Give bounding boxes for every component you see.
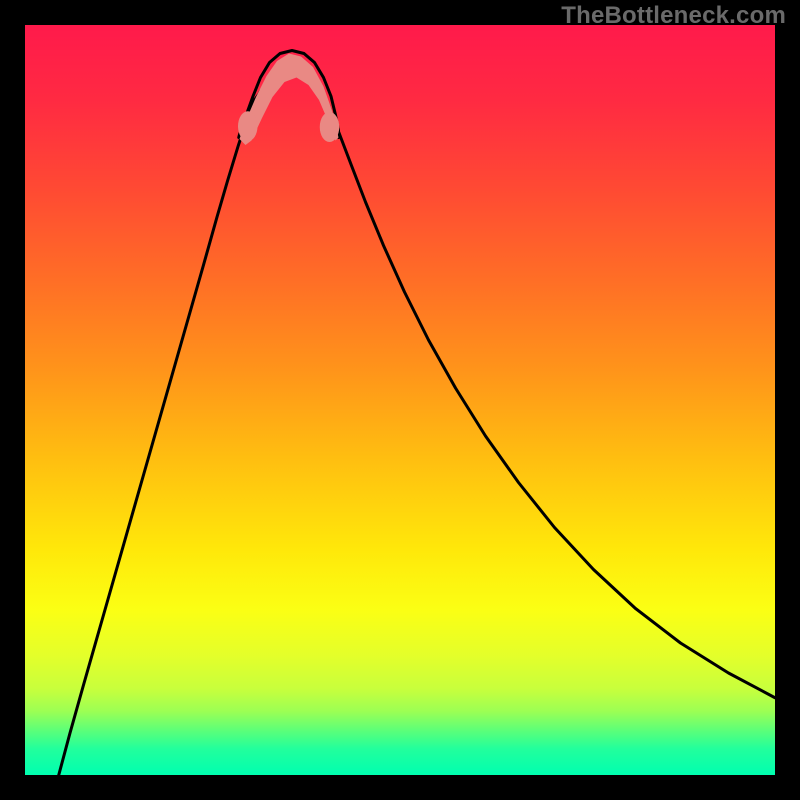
bottleneck-chart bbox=[0, 0, 800, 800]
watermark-text: TheBottleneck.com bbox=[561, 2, 786, 30]
chart-background bbox=[25, 25, 775, 775]
valley-knob-right bbox=[320, 112, 340, 142]
chart-frame: TheBottleneck.com bbox=[0, 0, 800, 800]
valley-knob-left bbox=[238, 111, 258, 141]
